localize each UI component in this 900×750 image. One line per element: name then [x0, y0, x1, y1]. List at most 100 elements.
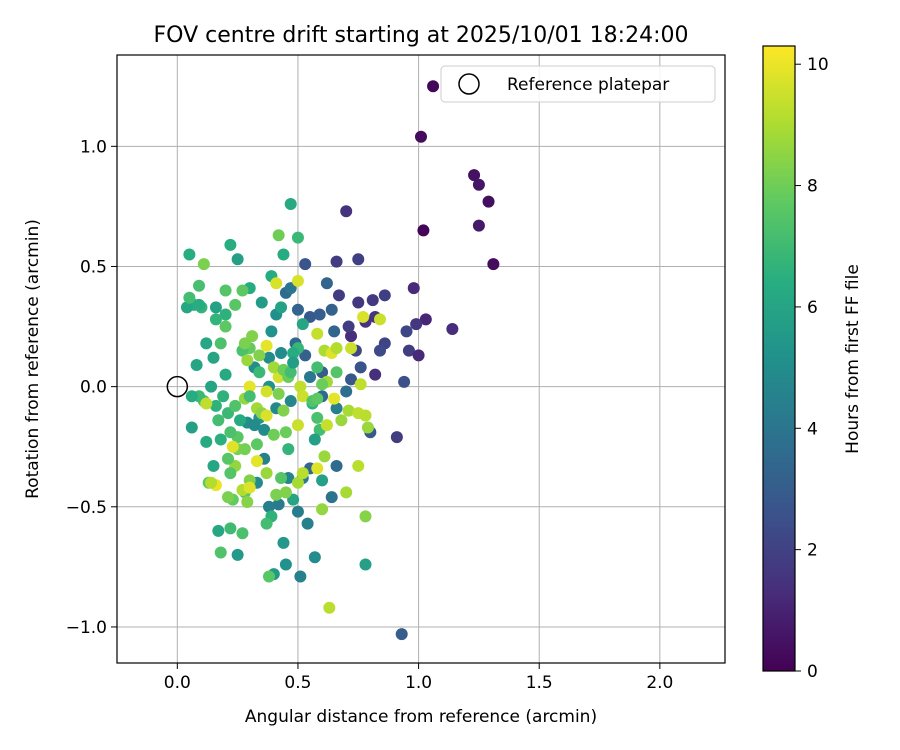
data-point: x=0.06, y=-0.04, h=6.3: [185, 390, 198, 403]
data-point: x=0.66, y=0.16, h=9.1: [330, 342, 343, 355]
data-point: x=0.12, y=-0.07, h=9.3: [200, 397, 213, 410]
data-point: x=0.22, y=-0.36, h=7.5: [224, 467, 237, 480]
data-point: x=0.96, y=0.15, h=1.8: [402, 344, 415, 357]
data-point: x=1.31, y=0.51, h=0.3: [487, 258, 500, 271]
data-point: x=0.43, y=0.14, h=4.9: [275, 346, 288, 359]
data-point: x=0.67, y=0.38, h=1.8: [332, 289, 345, 302]
data-point: x=0.21, y=-0.3, h=7.6: [221, 452, 234, 465]
x-tick-label: 0.5: [284, 673, 311, 693]
data-point: x=1.14, y=0.24, h=1.3: [446, 322, 459, 335]
data-point: x=0.78, y=-0.12, h=9.2: [359, 409, 372, 422]
data-point: x=1.25, y=0.84, h=0.6: [472, 178, 485, 191]
data-point: x=0.54, y=-0.57, h=4.5: [301, 517, 314, 530]
data-point: x=0.42, y=0.63, h=8: [272, 229, 285, 242]
data-point: x=0.52, y=-0.36, h=9.2: [296, 467, 309, 480]
data-point: x=0.94, y=0.02, h=2.5: [398, 375, 411, 388]
data-point: x=0.17, y=-0.14, h=7.1: [212, 414, 225, 427]
x-tick-label: 0.0: [164, 673, 191, 693]
data-point: x=0.2, y=0.4, h=7.5: [219, 284, 232, 297]
colorbar-tick-label: 0: [807, 662, 818, 682]
data-point: x=0.25, y=0.53, h=5.8: [231, 253, 244, 266]
data-point: x=0.84, y=0.15, h=2.3: [373, 344, 386, 357]
data-point: x=0.33, y=-0.24, h=7.7: [250, 438, 263, 451]
data-point: x=0.58, y=-0.13, h=7.3: [311, 411, 324, 424]
data-point: x=0.79, y=-0.17, h=8.7: [361, 421, 374, 434]
data-point: x=0.35, y=0.35, h=5.6: [255, 296, 268, 309]
data-point: x=0.28, y=-0.26, h=8.1: [238, 443, 251, 456]
data-point: x=0.71, y=-0.1, h=8.9: [342, 404, 355, 417]
data-point: x=1.03, y=0.28, h=1.1: [419, 313, 432, 326]
data-point: x=0.81, y=0.36, h=1.7: [366, 294, 379, 307]
data-point: x=0.66, y=0.06, h=7.5: [330, 366, 343, 379]
data-point: x=0.71, y=0.25, h=1.8: [342, 320, 355, 333]
data-point: x=0.95, y=0.23, h=2.2: [400, 325, 413, 338]
data-point: x=0.98, y=0.41, h=1.2: [407, 282, 420, 295]
data-point: x=0.41, y=-0.45, h=8.2: [270, 488, 283, 501]
data-point: x=0.15, y=-0.33, h=6.1: [207, 459, 220, 472]
data-point: x=0.52, y=0.26, h=6: [296, 318, 309, 331]
data-point: x=0.36, y=-0.18, h=4.9: [258, 423, 271, 436]
data-point: x=0.47, y=-0.06, h=4.7: [284, 395, 297, 408]
data-point: x=0.66, y=0.52, h=1.8: [330, 255, 343, 268]
data-point: x=0.37, y=-0.36, h=8.7: [260, 467, 273, 480]
data-point: x=0.44, y=0.55, h=6.3: [277, 248, 290, 261]
data-point: x=0.6, y=-0.39, h=5.8: [316, 474, 329, 487]
data-point: x=0.18, y=0.18, h=7.3: [214, 337, 227, 350]
data-point: x=0.72, y=0.16, h=9.5: [345, 342, 358, 355]
data-point: x=0.72, y=0.03, h=2.8: [345, 373, 358, 386]
data-point: x=0.5, y=-0.52, h=4.3: [291, 505, 304, 518]
x-tick-label: 2.0: [646, 673, 673, 693]
data-point: x=0.77, y=0.29, h=9.7: [357, 310, 370, 323]
data-point: x=0.22, y=-0.59, h=7: [224, 522, 237, 535]
data-point: x=0.93, y=-1.03, h=3: [395, 628, 408, 641]
data-point: x=0.91, y=-0.21, h=1.8: [390, 431, 403, 444]
data-point: x=0.82, y=0.05, h=1.4: [369, 368, 382, 381]
data-point: x=0.51, y=-0.79, h=4.5: [294, 570, 307, 583]
data-point: x=0.75, y=-0.33, h=9.2: [352, 459, 365, 472]
data-point: x=0.68, y=-0.14, h=8.7: [335, 414, 348, 427]
data-point: x=0.43, y=0.33, h=5.9: [275, 301, 288, 314]
data-point: x=0.51, y=0, h=9.3: [294, 380, 307, 393]
data-point: x=0.29, y=0.11, h=8.7: [241, 354, 254, 367]
data-point: x=0.37, y=-0.57, h=7.1: [260, 517, 273, 530]
y-axis-ticks: −1.0 −0.5 0.0 0.5 1.0: [66, 137, 117, 638]
data-point: x=0.62, y=-0.16, h=9.4: [320, 419, 333, 432]
data-point: x=0.15, y=0.12, h=6: [207, 351, 220, 364]
data-point: x=0.21, y=-0.46, h=8.2: [221, 491, 234, 504]
data-point: x=0.66, y=-0.33, h=3.6: [330, 459, 343, 472]
data-point: x=0.75, y=0.35, h=1.6: [352, 296, 365, 309]
y-tick-label: −0.5: [66, 498, 107, 518]
data-point: x=0.5, y=0.62, h=6.9: [291, 231, 304, 244]
data-point: x=0.2, y=0.25, h=7.7: [219, 320, 232, 333]
data-point: x=0.2, y=0.05, h=6.2: [219, 368, 232, 381]
legend: Reference platepar: [440, 65, 716, 103]
data-point: x=0.34, y=0.13, h=8.3: [253, 349, 266, 362]
data-point: x=0.33, y=-0.31, h=9.9: [250, 455, 263, 468]
data-point: x=0.6, y=-0.51, h=8.6: [316, 503, 329, 516]
data-point: x=0.16, y=0.28, h=6.7: [209, 313, 222, 326]
data-point: x=0.14, y=0, h=6: [205, 380, 218, 393]
data-point: x=0.3, y=-0.04, h=7.1: [243, 390, 256, 403]
data-point: x=0.47, y=0.76, h=6.2: [284, 197, 297, 210]
data-point: x=0.11, y=0.51, h=8.2: [197, 258, 210, 271]
data-point: x=0.57, y=-0.71, h=5: [308, 551, 321, 564]
data-point: x=0.78, y=-0.54, h=8.4: [359, 510, 372, 523]
data-point: x=0.75, y=0.53, h=1.9: [352, 253, 365, 266]
reference-point: [166, 375, 189, 398]
data-point: x=0.29, y=-0.48, h=8.4: [241, 495, 254, 508]
data-point: x=0.45, y=-0.44, h=8.3: [279, 486, 292, 499]
data-point: x=0.37, y=-0.02, h=9.6: [260, 385, 273, 398]
data-point: x=0.46, y=-0.26, h=6.7: [282, 443, 295, 456]
x-axis-ticks: 0.0 0.5 1.0 1.5 2.0: [164, 663, 673, 693]
data-point: x=0.04, y=0.33, h=6.1: [180, 301, 193, 314]
data-point: x=1.02, y=0.65, h=0.1: [417, 224, 430, 237]
data-point: x=0.58, y=0.08, h=7.1: [311, 361, 324, 374]
data-point: x=0.43, y=-0.38, h=7.5: [275, 471, 288, 484]
data-point: x=0.05, y=0.55, h=6.4: [183, 248, 196, 261]
data-point: x=0.26, y=-0.14, h=6.3: [234, 414, 247, 427]
data-point: x=0.22, y=0.59, h=6.4: [224, 238, 237, 251]
colorbar-label: Hours from first FF file: [843, 264, 863, 454]
data-point: x=0.58, y=-0.05, h=7.7: [311, 392, 324, 405]
y-tick-label: 0.5: [80, 257, 107, 277]
